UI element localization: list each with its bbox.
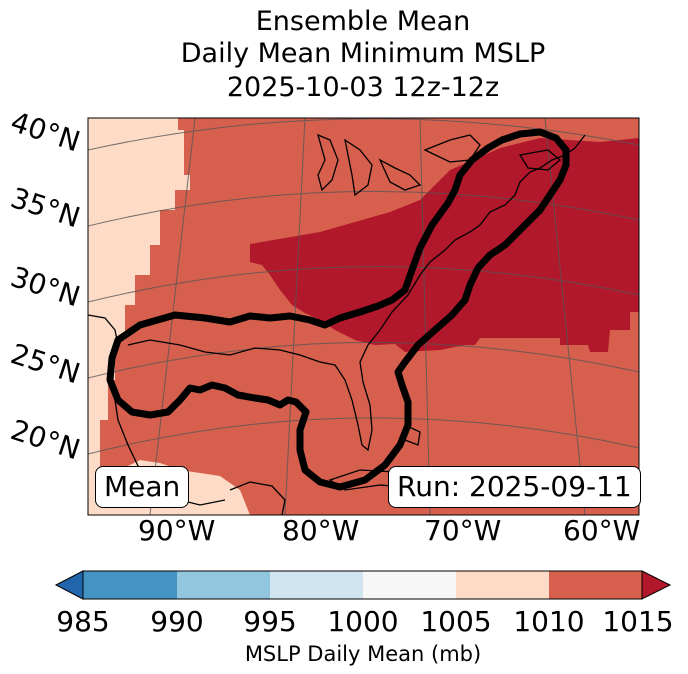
title-line-3: 2025-10-03 12z-12z	[226, 72, 500, 103]
field-above-1015	[250, 138, 639, 352]
lon-label-70w: 70°W	[424, 514, 502, 547]
mean-label-box: Mean	[95, 466, 190, 508]
lon-label-60w: 60°W	[563, 514, 641, 547]
colorbar-bin-985-990	[83, 571, 177, 599]
contour-outline	[106, 128, 570, 491]
colorbar-bin-1000-1005	[363, 571, 456, 599]
run-date-box: Run: 2025-09-11	[388, 466, 641, 508]
colorbar-tick-1000: 1000	[327, 605, 399, 638]
lon-label-80w: 80°W	[282, 514, 360, 547]
colorbar-tick-990: 990	[150, 605, 204, 638]
title-line-2: Daily Mean Minimum MSLP	[180, 38, 546, 69]
colorbar-bin-990-995	[177, 571, 270, 599]
colorbar-label: MSLP Daily Mean (mb)	[244, 642, 482, 666]
map-frame	[87, 117, 640, 516]
colorbar-tick-1010: 1010	[513, 605, 585, 638]
colorbar-above-extension	[641, 570, 672, 600]
colorbar	[54, 570, 672, 600]
lon-label-90w: 90°W	[138, 514, 216, 547]
colorbar-tick-1005: 1005	[420, 605, 492, 638]
map-area	[88, 118, 639, 515]
colorbar-tick-985: 985	[56, 605, 110, 638]
colorbar-tick-995: 995	[243, 605, 297, 638]
colorbar-frame	[82, 570, 643, 600]
colorbar-tick-1015: 1015	[602, 605, 674, 638]
colorbar-bin-1005-1010	[456, 571, 549, 599]
title-line-1: Ensemble Mean	[255, 6, 471, 37]
colorbar-below-extension	[54, 570, 84, 600]
colorbar-bin-1010-1015	[549, 571, 642, 599]
colorbar-bin-995-1000	[270, 571, 363, 599]
